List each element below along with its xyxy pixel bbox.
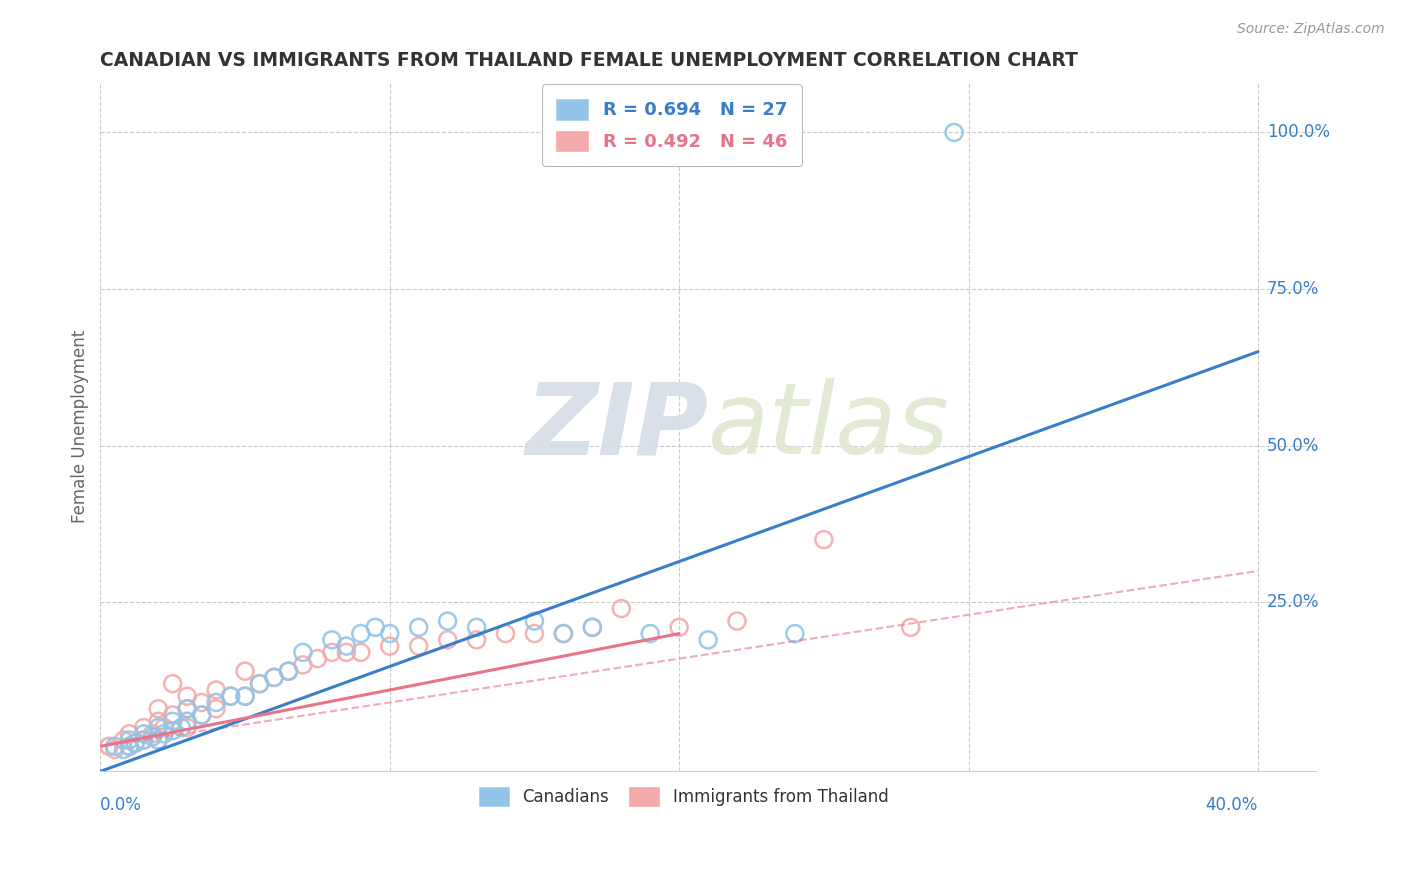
Text: atlas: atlas [709, 378, 949, 475]
Point [132, 733, 155, 747]
Point [523, 626, 546, 640]
Legend: Canadians, Immigrants from Thailand: Canadians, Immigrants from Thailand [471, 779, 897, 814]
Point [638, 626, 661, 640]
Point [190, 708, 212, 723]
Point [465, 620, 488, 634]
Point [112, 733, 135, 747]
Point [408, 639, 430, 653]
Point [176, 702, 198, 716]
Point [205, 682, 228, 697]
Text: Source: ZipAtlas.com: Source: ZipAtlas.com [1237, 22, 1385, 37]
Point [335, 645, 357, 659]
Point [523, 614, 546, 628]
Point [378, 626, 401, 640]
Text: 50.0%: 50.0% [1267, 437, 1319, 455]
Point [176, 690, 198, 704]
Point [291, 645, 314, 659]
Point [350, 626, 373, 640]
Point [98, 739, 121, 754]
Point [153, 727, 176, 741]
Point [263, 670, 285, 684]
Point [263, 670, 285, 684]
Point [697, 632, 720, 647]
Point [408, 620, 430, 634]
Point [190, 708, 212, 723]
Point [291, 657, 314, 672]
Point [307, 651, 329, 665]
Point [148, 702, 170, 716]
Point [900, 620, 922, 634]
Point [233, 690, 256, 704]
Text: 40.0%: 40.0% [1205, 797, 1258, 814]
Point [321, 632, 343, 647]
Point [176, 714, 198, 729]
Point [132, 733, 155, 747]
Point [190, 696, 212, 710]
Point [378, 639, 401, 653]
Point [205, 696, 228, 710]
Point [581, 620, 603, 634]
Point [118, 739, 141, 754]
Point [581, 620, 603, 634]
Y-axis label: Female Unemployment: Female Unemployment [72, 330, 89, 524]
Point [205, 702, 228, 716]
Point [132, 727, 155, 741]
Point [249, 676, 271, 690]
Point [335, 639, 357, 653]
Point [249, 676, 271, 690]
Point [118, 733, 141, 747]
Point [495, 626, 517, 640]
Text: 75.0%: 75.0% [1267, 280, 1319, 298]
Text: ZIP: ZIP [524, 378, 709, 475]
Point [148, 714, 170, 729]
Text: 0.0%: 0.0% [100, 797, 142, 814]
Point [148, 733, 170, 747]
Point [141, 730, 163, 744]
Point [104, 739, 127, 754]
Point [813, 533, 835, 547]
Point [219, 690, 242, 704]
Point [943, 125, 966, 139]
Point [118, 727, 141, 741]
Text: 100.0%: 100.0% [1267, 123, 1330, 142]
Point [153, 721, 176, 735]
Point [148, 733, 170, 747]
Point [364, 620, 387, 634]
Point [436, 614, 458, 628]
Point [132, 721, 155, 735]
Point [610, 601, 633, 615]
Point [141, 727, 163, 741]
Point [436, 632, 458, 647]
Point [162, 708, 184, 723]
Point [783, 626, 806, 640]
Point [104, 742, 127, 756]
Point [668, 620, 690, 634]
Point [465, 632, 488, 647]
Point [162, 676, 184, 690]
Point [148, 721, 170, 735]
Point [176, 702, 198, 716]
Point [321, 645, 343, 659]
Point [112, 742, 135, 756]
Point [118, 739, 141, 754]
Text: CANADIAN VS IMMIGRANTS FROM THAILAND FEMALE UNEMPLOYMENT CORRELATION CHART: CANADIAN VS IMMIGRANTS FROM THAILAND FEM… [100, 51, 1078, 70]
Point [233, 664, 256, 678]
Point [124, 736, 146, 750]
Point [553, 626, 575, 640]
Point [176, 721, 198, 735]
Point [350, 645, 373, 659]
Point [170, 721, 193, 735]
Point [219, 690, 242, 704]
Point [124, 736, 146, 750]
Point [277, 664, 299, 678]
Point [233, 690, 256, 704]
Point [553, 626, 575, 640]
Point [725, 614, 748, 628]
Point [162, 723, 184, 738]
Text: 25.0%: 25.0% [1267, 593, 1319, 611]
Point [162, 714, 184, 729]
Point [277, 664, 299, 678]
